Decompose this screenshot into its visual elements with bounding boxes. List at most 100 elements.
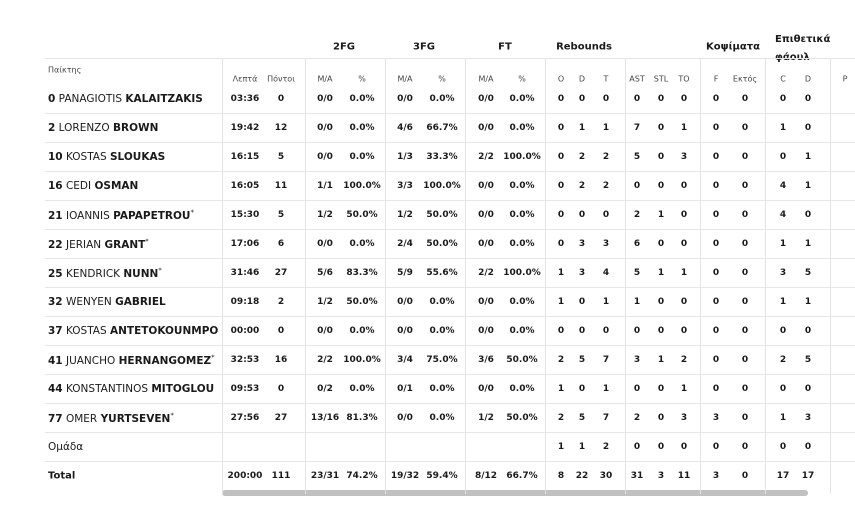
stat-cell: 1: [578, 123, 586, 133]
stat-cell: 100.0%: [423, 181, 461, 191]
stat-cell: 2: [602, 442, 610, 452]
stat-cell: 0.0%: [349, 239, 375, 249]
stat-cell: 0: [633, 384, 641, 394]
stat-cell: 83.3%: [346, 268, 378, 278]
stat-cell: 3: [779, 268, 787, 278]
stat-cell: 30: [599, 471, 613, 481]
column-divider: [545, 58, 546, 494]
stat-cell: 2: [557, 413, 565, 423]
stat-cell: 0: [602, 210, 610, 220]
total-label: Total: [48, 470, 76, 482]
stat-cell: 0: [779, 326, 787, 336]
stat-cell: 0: [578, 94, 586, 104]
stat-cell: 0: [779, 442, 787, 452]
stat-cell: 32:53: [230, 355, 260, 365]
stat-cell: 2: [602, 152, 610, 162]
last-name: HERNANGOMEZ: [118, 354, 212, 367]
stat-cell: 16:15: [230, 152, 260, 162]
player-name[interactable]: 2 LORENZO BROWN: [48, 122, 158, 134]
player-name[interactable]: 77 OMER YURTSEVEN*: [48, 411, 174, 425]
stat-cell: 4: [602, 268, 610, 278]
stat-cell: 3: [657, 471, 665, 481]
first-name: CEDI: [65, 180, 92, 192]
last-name: OSMAN: [94, 180, 139, 192]
stat-cell: 81.3%: [346, 413, 378, 423]
stat-cell: 0: [657, 384, 665, 394]
starter-mark: *: [211, 353, 215, 362]
stat-cell: 0: [633, 94, 641, 104]
stat-cell: 0: [741, 239, 749, 249]
stat-cell: 0: [804, 94, 812, 104]
stat-cell: 1: [779, 123, 787, 133]
stat-cell: 0: [680, 210, 688, 220]
stat-cell: 0: [557, 152, 565, 162]
stat-cell: 0: [741, 123, 749, 133]
player-name[interactable]: 22 JERIAN GRANT*: [48, 237, 149, 251]
stat-cell: 4/6: [397, 123, 413, 133]
stat-cell: 59.4%: [426, 471, 458, 481]
stat-cell: 66.7%: [506, 471, 538, 481]
stat-cell: 1: [602, 123, 610, 133]
stat-cell: 27: [274, 268, 288, 278]
row-line: [45, 461, 855, 462]
player-number: 10: [48, 151, 63, 163]
stat-cell: 1/2: [397, 210, 413, 220]
player-name[interactable]: 44 KONSTANTINOS MITOGLOU: [48, 383, 214, 395]
stat-cell: 0/0: [317, 239, 333, 249]
stat-cell: 0: [712, 384, 720, 394]
player-number: 32: [48, 296, 63, 308]
column-header: AST: [629, 74, 645, 84]
stat-cell: 0: [712, 355, 720, 365]
row-line: [45, 258, 855, 259]
stat-cell: 1: [804, 297, 812, 307]
stat-cell: 0: [712, 326, 720, 336]
stat-cell: 13/16: [310, 413, 340, 423]
column-divider: [830, 58, 831, 494]
stat-cell: 1: [657, 355, 665, 365]
player-name[interactable]: 41 JUANCHO HERNANGOMEZ*: [48, 353, 215, 367]
stat-cell: 0: [712, 442, 720, 452]
stat-cell: 0: [741, 268, 749, 278]
stat-cell: 0.0%: [429, 384, 455, 394]
stat-cell: 74.2%: [346, 471, 378, 481]
stat-cell: 0/0: [397, 94, 413, 104]
stat-cell: 7: [602, 413, 610, 423]
player-header: Παίκτης: [48, 65, 82, 75]
stat-cell: 15:30: [230, 210, 260, 220]
stat-cell: 11: [274, 181, 288, 191]
player-name[interactable]: 10 KOSTAS SLOUKAS: [48, 151, 165, 163]
stat-cell: 1: [557, 384, 565, 394]
stat-cell: 0: [633, 326, 641, 336]
player-name[interactable]: 32 WENYEN GABRIEL: [48, 296, 166, 308]
stat-cell: 0/0: [478, 123, 494, 133]
stat-cell: 0: [712, 181, 720, 191]
stat-cell: 1/2: [478, 413, 494, 423]
stat-cell: 0: [557, 210, 565, 220]
first-name: KENDRICK: [65, 267, 121, 280]
stat-cell: 7: [602, 355, 610, 365]
stat-cell: 0.0%: [509, 94, 535, 104]
player-name[interactable]: 0 PANAGIOTIS KALAITZAKIS: [48, 93, 203, 105]
stat-cell: 23/31: [310, 471, 340, 481]
stat-cell: 0.0%: [509, 384, 535, 394]
stat-cell: 2: [779, 355, 787, 365]
stat-cell: 0: [741, 181, 749, 191]
first-name: PANAGIOTIS: [58, 93, 123, 105]
stat-cell: 0: [741, 326, 749, 336]
scrollbar[interactable]: [222, 490, 808, 496]
column-header: T: [603, 74, 609, 84]
stat-cell: 6: [633, 239, 641, 249]
stat-cell: 17: [776, 471, 790, 481]
player-name[interactable]: 21 IOANNIS PAPAPETROU*: [48, 208, 194, 222]
stat-cell: 0: [680, 239, 688, 249]
player-name[interactable]: 25 KENDRICK NUNN*: [48, 266, 162, 280]
stat-cell: 2: [602, 181, 610, 191]
stat-cell: 09:18: [230, 297, 260, 307]
first-name: JERIAN: [65, 238, 102, 251]
stat-cell: 0: [804, 123, 812, 133]
player-name[interactable]: 37 KOSTAS ANTETOKOUNMPO: [48, 325, 218, 337]
stat-cell: 1: [557, 442, 565, 452]
stat-cell: 0: [277, 94, 285, 104]
stat-cell: 2/2: [317, 355, 333, 365]
player-name[interactable]: 16 CEDI OSMAN: [48, 180, 138, 192]
